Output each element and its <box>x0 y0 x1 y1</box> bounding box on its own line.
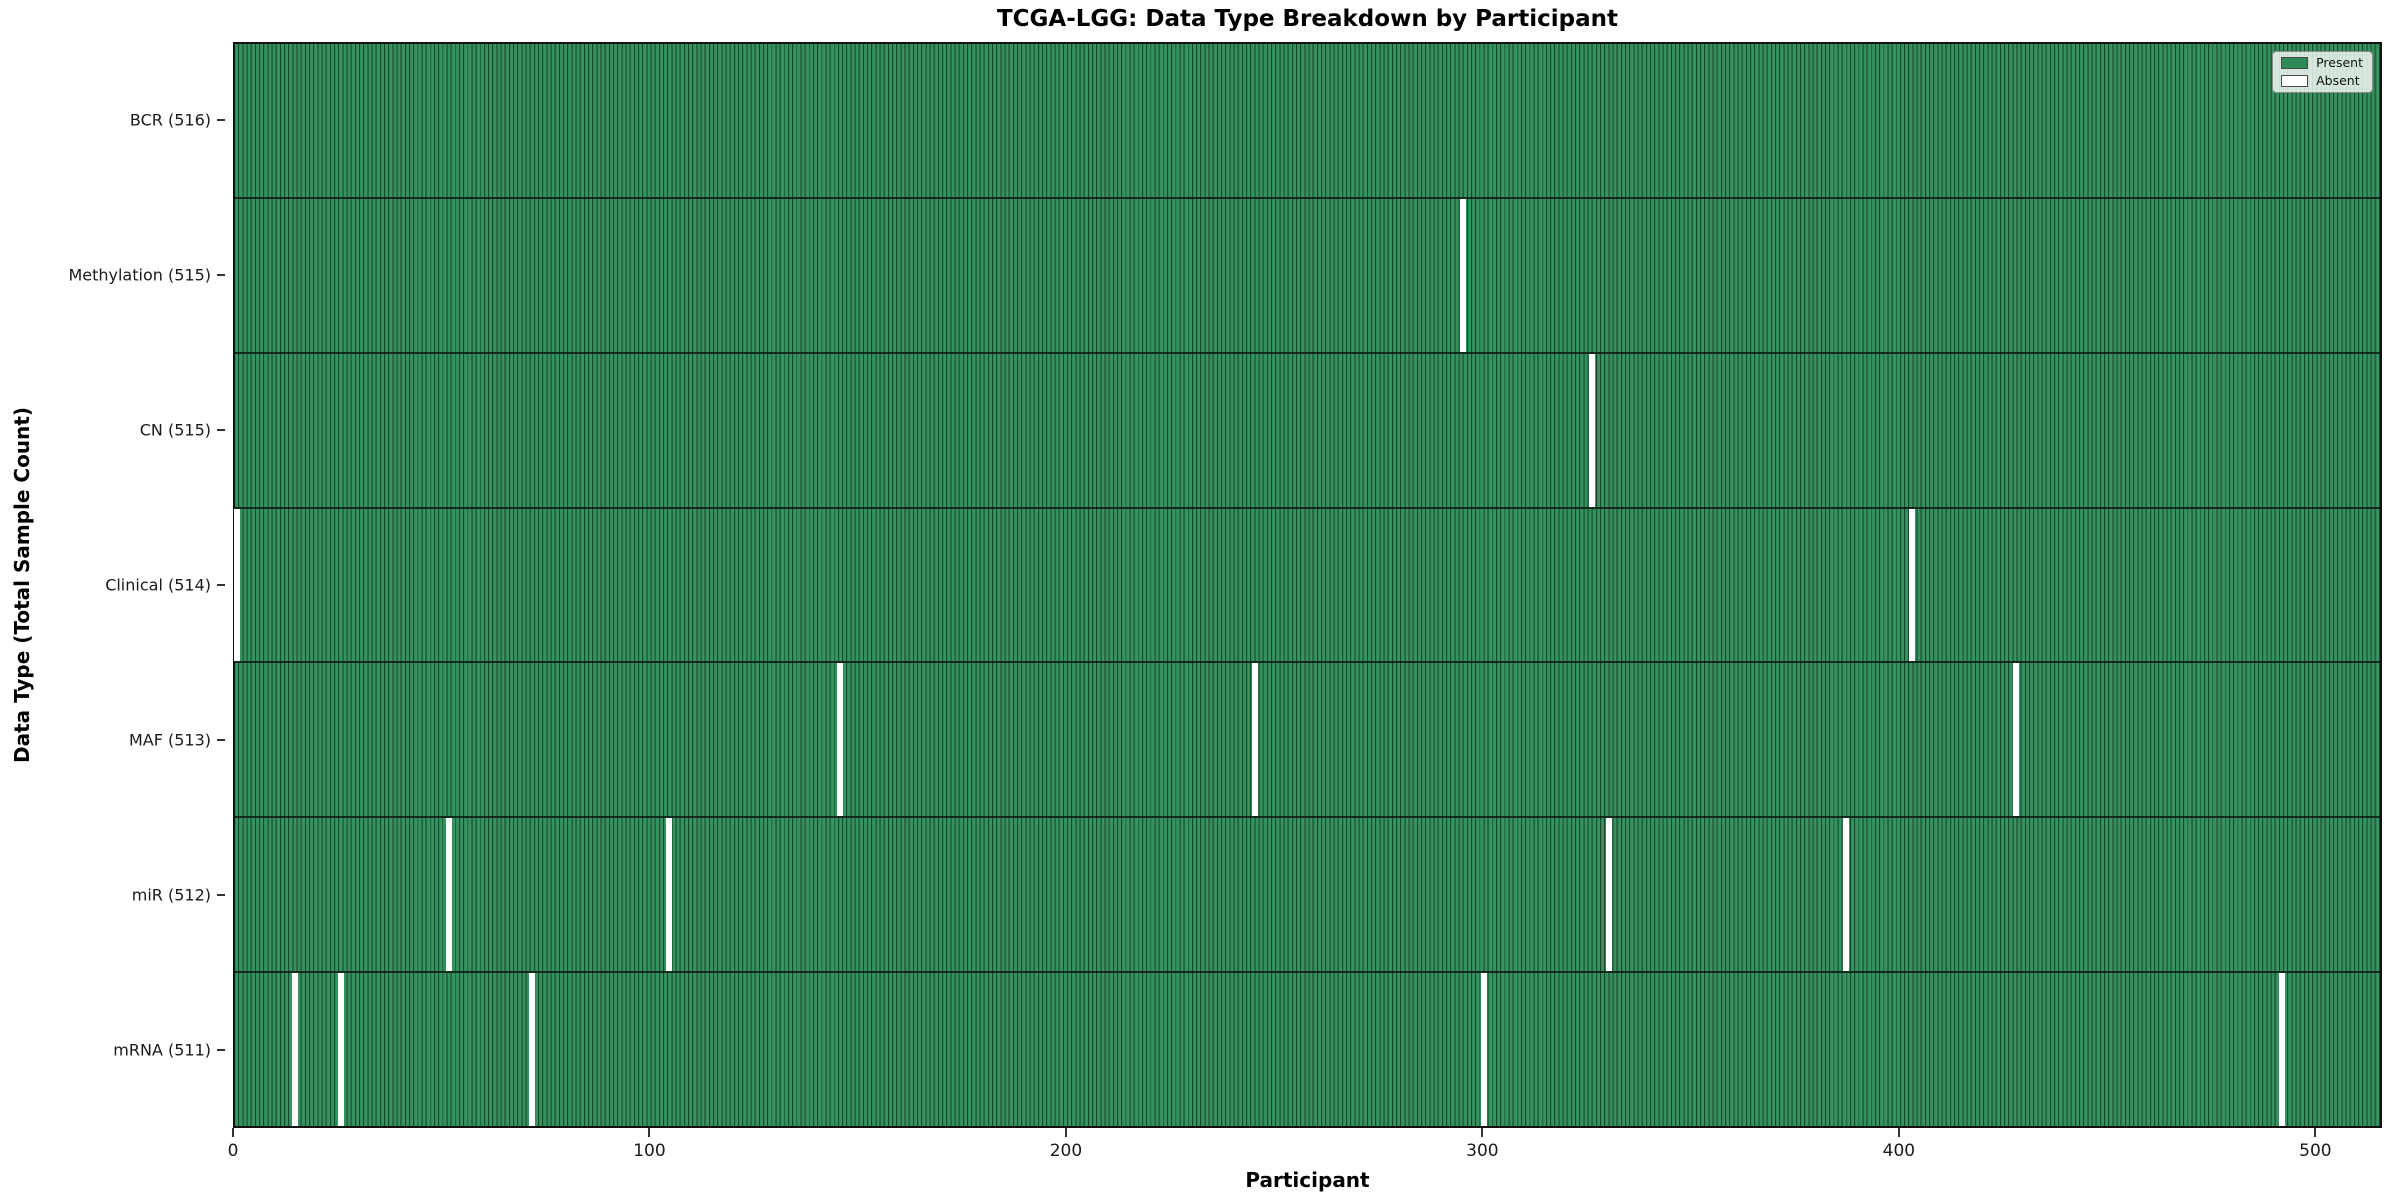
row-mrna <box>235 971 2380 1127</box>
x-tick <box>1897 1128 1900 1137</box>
absent-gap-mir-51 <box>446 818 452 972</box>
x-tick <box>232 1128 234 1137</box>
y-tick-label-cn: CN (515) <box>139 420 211 440</box>
row-cn <box>235 351 2380 507</box>
x-tick-label-400: 400 <box>1882 1141 1916 1161</box>
y-tick-label-maf: MAF (513) <box>128 730 211 750</box>
x-tick-labels: 0 100 200 300 400 500 <box>228 1128 2382 1168</box>
y-tick-label-bcr: BCR (516) <box>129 110 211 130</box>
absent-gap-clinical-0 <box>234 508 240 662</box>
absent-gap-mrna-25 <box>337 973 344 1127</box>
x-tick-label-100: 100 <box>633 1141 666 1161</box>
y-tick <box>217 1049 225 1052</box>
x-tick <box>1064 1128 1067 1137</box>
x-tick <box>648 1128 651 1137</box>
x-tick <box>2314 1128 2317 1137</box>
legend: Present Absent <box>2272 51 2373 93</box>
legend-entry-present: Present <box>2281 55 2363 70</box>
legend-swatch-absent <box>2281 74 2309 87</box>
x-tick-label-200: 200 <box>1049 1141 1083 1161</box>
absent-gap-mrna-14 <box>292 973 299 1127</box>
y-tick-label-clinical: Clinical (514) <box>105 575 211 595</box>
row-mir <box>235 816 2380 972</box>
legend-label: Absent <box>2316 72 2360 88</box>
absent-gap-mir-330 <box>1605 818 1612 972</box>
x-tick-label-0: 0 <box>227 1141 239 1161</box>
absent-gap-maf-245 <box>1252 663 1259 817</box>
legend-swatch-present <box>2281 57 2309 70</box>
y-tick <box>217 584 225 586</box>
x-tick-label-500: 500 <box>2299 1141 2332 1161</box>
absent-gap-maf-428 <box>2013 663 2020 817</box>
absent-gap-mrna-300 <box>1481 973 1488 1127</box>
absent-gap-methylation-295 <box>1460 198 1467 352</box>
y-tick-labels: BCR (516) Methylation (515) CN (515) Clinic… <box>0 42 225 1128</box>
y-tick-label-mir: miR (512) <box>131 885 211 905</box>
absent-gap-cn-326 <box>1589 353 1596 507</box>
row-clinical <box>234 506 2380 662</box>
plot-area: Present Absent <box>233 42 2382 1128</box>
row-maf <box>235 661 2380 817</box>
y-tick-label-methylation: Methylation (515) <box>68 265 211 285</box>
y-tick <box>217 273 225 276</box>
absent-gap-mrna-71 <box>529 973 536 1127</box>
y-tick-label-mrna: mRNA (511) <box>113 1040 211 1060</box>
absent-gap-mrna-492 <box>2279 973 2286 1127</box>
y-tick <box>217 739 225 742</box>
row-bcr <box>235 44 2380 197</box>
absent-gap-clinical-403 <box>1909 508 1916 662</box>
y-tick <box>217 118 225 121</box>
legend-label: Present <box>2316 55 2363 70</box>
absent-gap-mir-104 <box>666 818 673 972</box>
x-tick-label-300: 300 <box>1466 1141 1499 1161</box>
chart-title: TCGA-LGG: Data Type Breakdown by Partici… <box>996 6 1619 32</box>
absent-gap-maf-145 <box>836 663 843 817</box>
legend-entry-absent: Absent <box>2281 72 2363 88</box>
x-tick <box>1481 1128 1484 1137</box>
row-methylation <box>235 196 2380 352</box>
x-axis-label: Participant <box>1245 1168 1370 1192</box>
y-tick <box>217 894 225 897</box>
y-tick <box>217 428 225 431</box>
absent-gap-mir-387 <box>1842 818 1849 972</box>
